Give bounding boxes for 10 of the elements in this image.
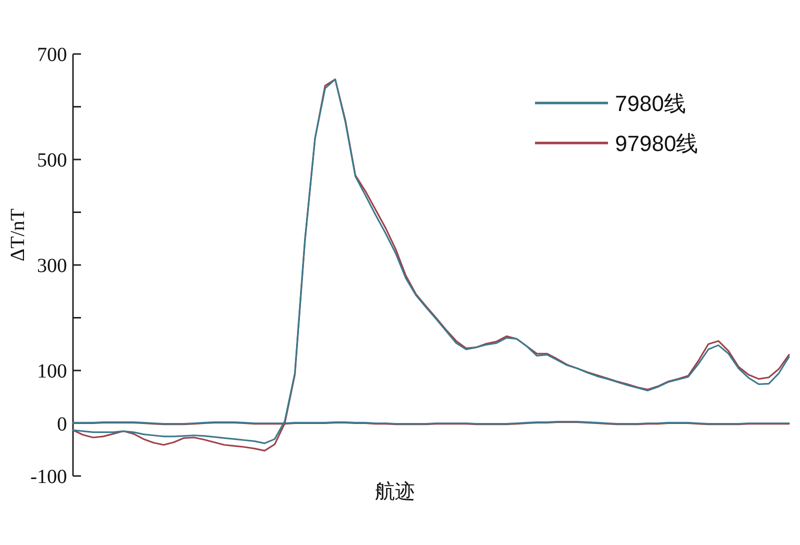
legend-label: 97980线 [615, 131, 698, 156]
x-axis-title: 航迹 [375, 481, 415, 503]
y-axis-title: ΔT/nT [7, 208, 29, 262]
legend-label: 7980线 [615, 91, 686, 116]
y-tick-label: 0 [57, 413, 67, 436]
y-tick-label: 500 [37, 150, 67, 172]
y-tick-label: 300 [37, 255, 67, 277]
y-tick-label: 700 [37, 44, 67, 66]
y-tick-label: 100 [37, 360, 67, 382]
y-tick-label: -100 [30, 466, 67, 488]
